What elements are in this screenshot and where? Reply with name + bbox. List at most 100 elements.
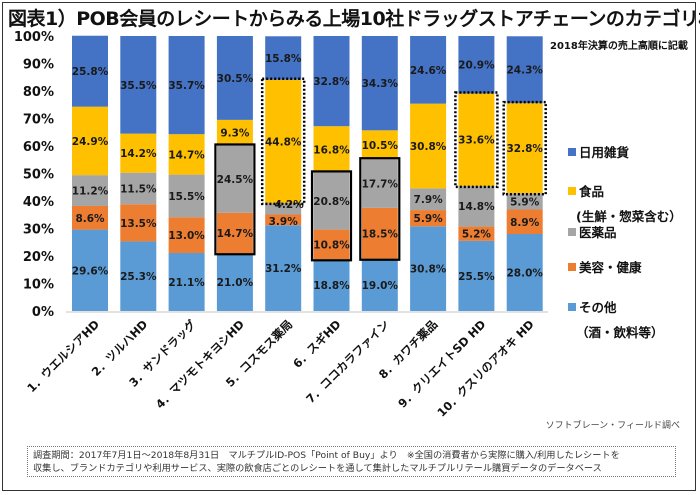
legend-label: 医薬品	[579, 225, 617, 240]
legend-swatch	[568, 148, 576, 156]
data-label: 18.8%	[313, 280, 350, 292]
x-tick-label: 7．ココカラファイン	[303, 317, 392, 406]
legend-item: 食品 (生鮮・惣菜含む）	[568, 181, 682, 225]
data-label: 11.5%	[120, 183, 157, 195]
data-label: 14.8%	[458, 201, 495, 213]
data-label: 20.8%	[313, 196, 350, 208]
bar-segment	[168, 134, 205, 175]
bar-segment	[265, 79, 302, 203]
bar-segment	[506, 193, 543, 210]
data-label: 10.8%	[313, 239, 350, 251]
bar-segment	[506, 209, 543, 234]
highlight-box-dotted	[502, 100, 547, 196]
x-tick-label: 4．マツモトキヨシHD	[153, 317, 247, 411]
y-tick-label: 40%	[23, 195, 54, 210]
data-label: 17.7%	[362, 179, 399, 191]
data-label: 21.0%	[217, 277, 254, 289]
bar-segment	[216, 145, 253, 213]
x-tick-label: 9．クリエイトSD HD	[395, 317, 488, 410]
legend-label: その他	[579, 300, 617, 315]
x-tick-label: 1．ウエルシアHD	[24, 317, 102, 395]
bar-segment	[72, 205, 108, 230]
legend-swatch	[568, 228, 576, 236]
data-label: 31.2%	[265, 263, 302, 275]
data-label: 30.8%	[410, 264, 447, 276]
data-label: 5.9%	[510, 196, 540, 208]
data-label: 35.5%	[120, 80, 157, 92]
data-label: 14.7%	[217, 228, 254, 240]
y-tick-label: 90%	[23, 58, 54, 73]
bar-segment	[265, 214, 302, 226]
data-label: 28.0%	[506, 268, 543, 280]
bar-segment	[410, 188, 447, 211]
data-label: 9.3%	[220, 128, 250, 140]
data-label: 24.3%	[506, 65, 543, 77]
data-label: 8.6%	[75, 213, 105, 225]
y-tick-label: 20%	[23, 250, 54, 265]
bar-segment	[72, 229, 108, 311]
bar-segment	[410, 210, 447, 227]
data-label: 29.6%	[72, 265, 109, 277]
bar-segment	[265, 225, 302, 311]
data-label: 24.6%	[410, 65, 447, 77]
chart-title: 図表1）POB会員のレシートからみる上場10社ドラッグストアチェーンのカテゴリ構…	[8, 8, 700, 30]
bar-segment	[458, 185, 495, 227]
data-label: 35.7%	[168, 80, 205, 92]
bar-segment	[410, 226, 447, 311]
bar-segment	[506, 36, 543, 104]
bar-segment	[361, 207, 398, 259]
data-label: 5.9%	[414, 213, 444, 225]
data-label: 30.5%	[217, 73, 254, 85]
bar-segment	[313, 229, 350, 260]
bar-segment	[72, 106, 108, 176]
y-tick-label: 0%	[32, 305, 54, 320]
data-label: 33.6%	[458, 135, 495, 147]
data-label: 14.2%	[120, 148, 157, 160]
survey-note: 調査期間：2017年7月1日～2018年8月31日 マルチプルID-POS「Po…	[27, 446, 676, 477]
data-label: 25.3%	[120, 271, 157, 283]
bar-segment	[361, 258, 398, 311]
bar-segment	[410, 36, 447, 104]
legend-label: 美容・健康	[579, 260, 642, 275]
y-tick-label: 80%	[23, 85, 54, 100]
bar-segment	[265, 36, 302, 80]
bar-segment	[410, 103, 447, 189]
bar-segment	[120, 36, 157, 134]
legend-label: 日用雑貨	[579, 145, 630, 160]
data-label: 13.5%	[120, 218, 157, 230]
bar-segment	[120, 204, 157, 242]
highlight-box-dotted	[260, 77, 306, 206]
data-label: 34.3%	[362, 78, 399, 90]
data-label: 20.9%	[458, 60, 495, 72]
data-label: 8.9%	[510, 217, 540, 229]
legend-item: 医薬品	[568, 222, 617, 241]
y-tick-label: 100%	[14, 30, 54, 45]
credit-text: ソフトブレーン・フィールド調べ	[545, 421, 680, 431]
data-label: 18.5%	[362, 228, 399, 240]
y-tick-label: 30%	[23, 223, 54, 238]
survey-note-line-1: 調査期間：2017年7月1日～2018年8月31日 マルチプルID-POS「Po…	[33, 450, 620, 461]
highlight-box-dotted	[454, 91, 499, 189]
legend-swatch	[568, 303, 576, 311]
data-label: 30.8%	[410, 141, 447, 153]
bar-segment	[120, 133, 157, 173]
data-label: 16.8%	[313, 144, 350, 156]
data-label: 15.5%	[168, 191, 205, 203]
bar-segment	[458, 226, 495, 241]
legend-swatch	[568, 263, 576, 271]
data-label: 24.9%	[72, 136, 109, 148]
data-label: 13.0%	[168, 230, 205, 242]
x-tick-label: 10．クスリのアオキ HD	[434, 317, 536, 419]
data-label: 5.2%	[462, 229, 492, 241]
y-tick-label: 50%	[23, 168, 54, 183]
legend-item: その他 （酒・飲料等）	[568, 297, 664, 341]
data-label: 44.8%	[265, 136, 302, 148]
bar-segment	[216, 253, 253, 311]
legend-item: 日用雑貨	[568, 142, 629, 161]
bar-segment	[458, 240, 495, 311]
bar-segment	[458, 36, 495, 94]
survey-note-line-2: 収集し、ブランドカテゴリや利用サービス、実際の飲食店ごとのレシートを通して集計し…	[33, 463, 602, 474]
bar-segment	[120, 241, 157, 311]
bar-segment	[458, 93, 495, 186]
bar-segment	[265, 202, 302, 215]
